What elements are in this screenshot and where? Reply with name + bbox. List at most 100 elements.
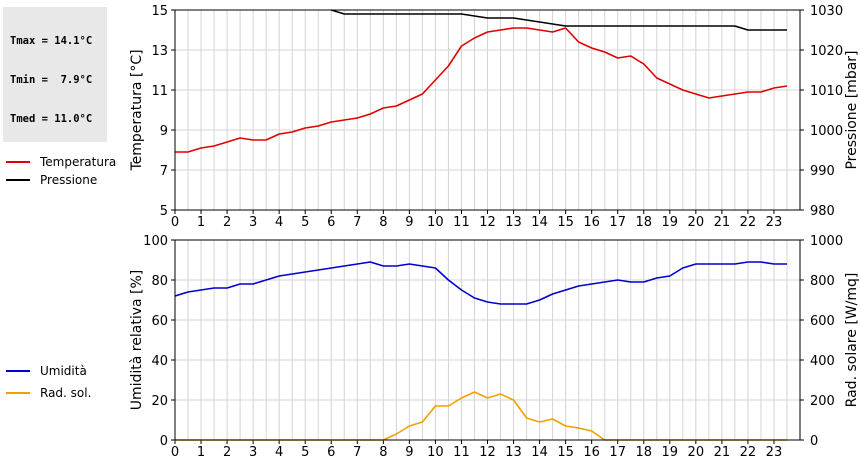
- x-tick-label: 11: [453, 215, 470, 230]
- y-axis-title: Temperatura [°C]: [129, 49, 145, 171]
- y-tick-label: 9: [160, 124, 168, 139]
- x-tick-label: 16: [583, 445, 600, 460]
- x-tick-label: 1: [197, 445, 205, 460]
- y2-tick-label: 600: [810, 314, 835, 329]
- x-tick-label: 17: [609, 215, 626, 230]
- y-tick-label: 100: [143, 234, 168, 249]
- x-tick-label: 21: [714, 215, 731, 230]
- x-tick-label: 11: [453, 445, 470, 460]
- x-tick-label: 22: [740, 215, 757, 230]
- x-tick-label: 8: [379, 215, 387, 230]
- legend-item-rad-sol: Rad. sol.: [6, 384, 91, 402]
- legend-label: Temperatura: [40, 155, 117, 169]
- x-tick-label: 13: [505, 445, 522, 460]
- x-tick-label: 13: [505, 215, 522, 230]
- x-tick-label: 23: [766, 215, 783, 230]
- y-tick-label: 15: [151, 4, 168, 19]
- x-tick-label: 7: [353, 445, 361, 460]
- y-tick-label: 0: [160, 434, 168, 449]
- x-tick-label: 18: [635, 215, 652, 230]
- x-tick-label: 4: [275, 445, 283, 460]
- y2-tick-label: 1020: [810, 44, 843, 59]
- legend-label: Umidità: [40, 364, 87, 378]
- x-tick-label: 7: [353, 215, 361, 230]
- series-line-pressione: [331, 9, 787, 31]
- legend-item-pressione: Pressione: [6, 171, 116, 189]
- y2-tick-label: 200: [810, 394, 835, 409]
- x-tick-label: 4: [275, 215, 283, 230]
- stats-box: Tmax = 14.1°C Tmin = 7.9°C Tmed = 11.0°C: [3, 7, 107, 142]
- legend-swatch: [6, 161, 30, 163]
- x-tick-label: 6: [327, 215, 335, 230]
- legend-swatch: [6, 392, 30, 394]
- x-tick-label: 16: [583, 215, 600, 230]
- legend-item-temperatura: Temperatura: [6, 153, 116, 171]
- y-tick-label: 60: [151, 314, 168, 329]
- x-tick-label: 6: [327, 445, 335, 460]
- y2-tick-label: 400: [810, 354, 835, 369]
- legend-item-umidita: Umidità: [6, 362, 91, 380]
- y-tick-label: 5: [160, 204, 168, 219]
- series-line-umidit: [174, 261, 787, 305]
- x-tick-label: 14: [531, 215, 548, 230]
- x-tick-label: 19: [662, 445, 679, 460]
- x-tick-label: 9: [405, 445, 413, 460]
- x-tick-label: 5: [301, 215, 309, 230]
- x-tick-label: 14: [531, 445, 548, 460]
- y-tick-label: 13: [151, 44, 168, 59]
- x-tick-label: 0: [171, 215, 179, 230]
- stats-tmax: Tmax = 14.1°C: [10, 35, 93, 47]
- x-tick-label: 20: [688, 215, 705, 230]
- x-tick-label: 8: [379, 445, 387, 460]
- legend-label: Rad. sol.: [40, 386, 92, 400]
- chart-panel-2: 0 1 2 3 4 5 6 7 8 9 10 11 12 13 14 15 16 17 18 19 20 21 22 2302…: [129, 234, 860, 460]
- y-tick-label: 11: [151, 84, 168, 99]
- x-tick-label: 3: [249, 445, 257, 460]
- x-tick-label: 2: [223, 445, 231, 460]
- legend-label: Pressione: [40, 173, 98, 187]
- y2-tick-label: 0: [810, 434, 818, 449]
- y-axis-title: Umidità relativa [%]: [129, 270, 145, 411]
- x-tick-label: 3: [249, 215, 257, 230]
- y2-tick-label: 1000: [810, 124, 843, 139]
- y2-tick-label: 1010: [810, 84, 843, 99]
- plot-frame: [174, 239, 801, 441]
- x-tick-label: 2: [223, 215, 231, 230]
- x-tick-label: 0: [171, 445, 179, 460]
- x-tick-label: 19: [662, 215, 679, 230]
- x-tick-label: 10: [427, 215, 444, 230]
- plot-frame: [174, 9, 801, 211]
- x-tick-label: 15: [557, 445, 574, 460]
- series-line-rad-sol: [175, 391, 787, 441]
- y2-tick-label: 800: [810, 274, 835, 289]
- x-tick-label: 23: [766, 445, 783, 460]
- x-tick-label: 20: [688, 445, 705, 460]
- x-tick-label: 18: [635, 445, 652, 460]
- x-tick-label: 9: [405, 215, 413, 230]
- stats-tmin: Tmin = 7.9°C: [10, 74, 93, 86]
- legend-swatch: [6, 370, 30, 372]
- y2-tick-label: 980: [810, 204, 835, 219]
- y-tick-label: 40: [151, 354, 168, 369]
- y2-tick-label: 990: [810, 164, 835, 179]
- legend-swatch: [6, 179, 30, 181]
- y-tick-label: 20: [151, 394, 168, 409]
- x-tick-label: 1: [197, 215, 205, 230]
- chart-panel-1: 0 1 2 3 4 5 6 7 8 9 10 11 12 13 14 15 16 17 18 19 20 21 22 2357…: [129, 4, 860, 230]
- x-tick-label: 15: [557, 215, 574, 230]
- x-tick-label: 12: [479, 445, 496, 460]
- legend-top: Temperatura Pressione: [6, 153, 116, 189]
- stats-tmed: Tmed = 11.0°C: [10, 113, 93, 125]
- x-tick-label: 21: [714, 445, 731, 460]
- y-tick-label: 7: [160, 164, 168, 179]
- y2-axis-title: Rad. solare [W/mq]: [844, 273, 860, 408]
- x-tick-label: 17: [609, 445, 626, 460]
- series-line-temperatura: [175, 27, 788, 153]
- y2-axis-title: Pressione [mbar]: [844, 50, 860, 169]
- y2-tick-label: 1030: [810, 4, 843, 19]
- y-tick-label: 80: [151, 274, 168, 289]
- x-tick-label: 10: [427, 445, 444, 460]
- y2-tick-label: 1000: [810, 234, 843, 249]
- x-tick-label: 22: [740, 445, 757, 460]
